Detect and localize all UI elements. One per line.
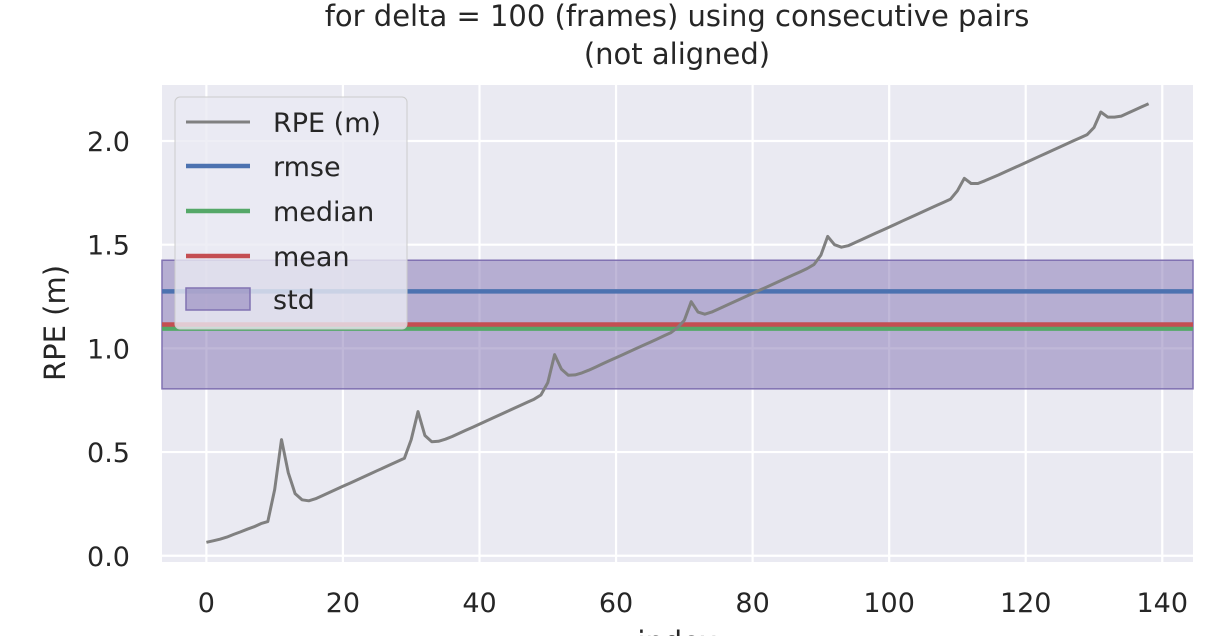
legend-label-rmse: rmse [273, 152, 341, 183]
x-tick-labels: 0 20 40 60 80 100 120 140 [198, 588, 1188, 619]
legend-label-median: median [273, 197, 374, 228]
x-tick-label: 120 [1000, 588, 1052, 619]
x-tick-label: 100 [863, 588, 915, 619]
x-tick-label: 80 [735, 588, 769, 619]
series-layer [206, 102, 1150, 544]
y-tick-label: 1.0 [87, 334, 130, 365]
y-tick-label: 1.5 [87, 231, 130, 262]
y-tick-label: 0.5 [87, 438, 130, 469]
legend-label-mean: mean [273, 242, 350, 273]
legend: RPE (m) rmse median mean std [174, 96, 408, 330]
chart-title-line-2: (not aligned) [584, 37, 770, 71]
chart-title-line-1: for delta = 100 (frames) using consecuti… [325, 0, 1030, 33]
x-tick-label: 20 [326, 588, 360, 619]
legend-label-rpe: RPE (m) [273, 108, 381, 139]
legend-label-std: std [273, 285, 315, 316]
x-axis-label: index [637, 625, 716, 636]
x-tick-label: 0 [198, 588, 215, 619]
legend-box [174, 96, 408, 330]
y-tick-label: 0.0 [87, 542, 130, 573]
x-tick-label: 60 [599, 588, 633, 619]
x-tick-label: 40 [462, 588, 496, 619]
legend-swatch-std [185, 287, 251, 311]
y-axis-label: RPE (m) [38, 265, 72, 381]
y-tick-labels: 0.0 0.5 1.0 1.5 2.0 [87, 127, 130, 573]
x-tick-label: 140 [1137, 588, 1189, 619]
y-tick-label: 2.0 [87, 127, 130, 158]
rpe-series-line [206, 102, 1150, 544]
